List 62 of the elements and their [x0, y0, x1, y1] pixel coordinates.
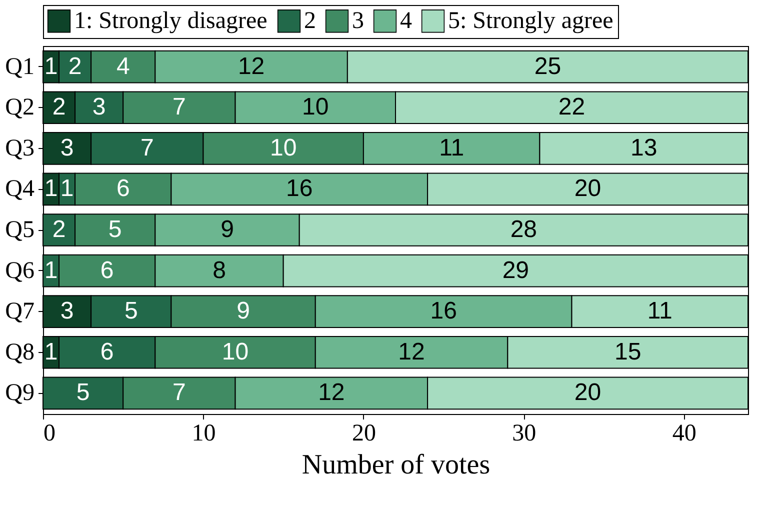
data-label: 1 — [60, 175, 74, 202]
data-label: 3 — [60, 298, 74, 325]
data-label: 8 — [212, 256, 226, 284]
y-tick-label: Q6 — [5, 258, 34, 284]
data-label: 5 — [76, 379, 90, 406]
data-label: 11 — [647, 298, 672, 325]
data-label: 20 — [574, 175, 602, 202]
data-label: 10 — [302, 94, 329, 121]
data-label: 7 — [172, 379, 186, 406]
data-label: 29 — [502, 256, 530, 284]
data-label: 10 — [222, 338, 249, 366]
legend-label: 4 — [400, 8, 412, 34]
data-label: 6 — [100, 256, 114, 284]
data-label: 16 — [286, 175, 313, 202]
x-tick-label: 30 — [512, 420, 536, 446]
data-label: 2 — [68, 52, 82, 80]
data-label: 2 — [52, 94, 66, 121]
x-tick-label: 40 — [672, 420, 696, 446]
legend-label: 3 — [352, 8, 364, 34]
data-label: 1 — [44, 338, 58, 366]
y-tick-label: Q4 — [5, 176, 34, 202]
data-label: 5 — [108, 216, 122, 243]
legend-label: 2 — [304, 8, 316, 34]
data-label: 4 — [116, 52, 130, 80]
data-label: 3 — [60, 134, 74, 162]
data-label: 3 — [92, 94, 106, 121]
data-label: 16 — [430, 298, 457, 325]
data-label: 1 — [44, 52, 58, 80]
data-label: 12 — [398, 338, 425, 366]
y-tick-label: Q9 — [5, 380, 34, 406]
data-label: 11 — [439, 134, 464, 162]
y-tick-label: Q5 — [5, 217, 34, 243]
data-label: 1 — [44, 256, 58, 284]
data-label: 22 — [558, 94, 586, 121]
data-label: 20 — [574, 379, 602, 406]
y-tick-label: Q2 — [5, 94, 34, 121]
data-label: 1 — [44, 175, 58, 202]
data-label: 25 — [534, 52, 562, 80]
x-tick-label: 0 — [44, 420, 56, 446]
x-tick-label: 10 — [192, 420, 216, 446]
data-label: 2 — [52, 216, 66, 243]
data-label: 15 — [614, 338, 642, 366]
y-tick-label: Q1 — [5, 54, 34, 80]
data-label: 10 — [270, 134, 297, 162]
data-label: 7 — [140, 134, 154, 162]
data-label: 12 — [238, 52, 265, 80]
y-tick-label: Q3 — [5, 135, 34, 162]
legend-label: 1: Strongly disagree — [74, 8, 268, 34]
x-axis-title: Number of votes — [302, 450, 490, 480]
data-label: 13 — [630, 134, 658, 162]
x-tick-label: 20 — [352, 420, 376, 446]
data-label: 5 — [124, 298, 138, 325]
data-label: 9 — [236, 298, 250, 325]
data-label: 28 — [510, 216, 538, 243]
data-label: 7 — [172, 94, 186, 121]
data-label: 6 — [116, 175, 130, 202]
y-tick-label: Q8 — [5, 339, 34, 366]
data-label: 9 — [220, 216, 234, 243]
data-label: 12 — [318, 379, 345, 406]
data-label: 6 — [100, 338, 114, 366]
y-tick-label: Q7 — [5, 298, 34, 325]
legend-label: 5: Strongly agree — [448, 8, 614, 34]
